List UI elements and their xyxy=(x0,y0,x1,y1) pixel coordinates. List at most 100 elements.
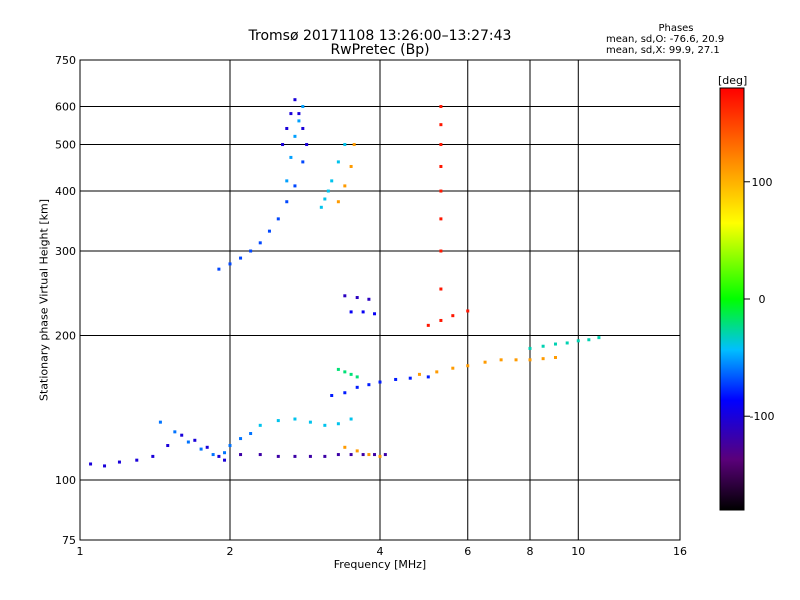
data-point xyxy=(355,385,359,389)
data-point xyxy=(285,200,289,204)
data-point xyxy=(336,200,340,204)
data-point xyxy=(308,420,312,424)
data-point xyxy=(417,372,421,376)
chart-subtitle: RwPretec (Bp) xyxy=(330,42,430,58)
data-point xyxy=(541,344,545,348)
data-point xyxy=(199,447,203,451)
data-point xyxy=(336,453,340,457)
data-point xyxy=(349,310,353,314)
data-point xyxy=(323,454,327,458)
y-tick-label: 600 xyxy=(55,101,76,114)
data-point xyxy=(293,134,297,138)
data-point xyxy=(305,143,309,147)
data-point xyxy=(439,164,443,168)
data-point xyxy=(103,464,107,468)
colorbar: [deg] 100 0 -100 xyxy=(718,74,774,511)
grid xyxy=(80,60,680,540)
data-point xyxy=(373,312,377,316)
y-ticks: 75 100 200 300 400 500 600 750 xyxy=(55,54,76,547)
x-tick-label: 10 xyxy=(571,545,585,558)
data-point xyxy=(439,249,443,253)
data-point xyxy=(211,453,215,457)
scatter-points xyxy=(89,98,601,468)
data-point xyxy=(173,430,177,434)
data-point xyxy=(217,267,221,271)
data-point xyxy=(276,217,280,221)
data-point xyxy=(166,444,170,448)
data-point xyxy=(228,444,232,448)
data-point xyxy=(435,370,439,374)
data-point xyxy=(336,160,340,164)
data-point xyxy=(135,458,139,462)
data-point xyxy=(285,126,289,130)
data-point xyxy=(239,437,243,441)
x-ticks: 1 2 4 6 8 10 16 xyxy=(77,545,688,558)
colorbar-gradient xyxy=(719,87,745,511)
data-point xyxy=(541,357,545,361)
data-point xyxy=(343,370,347,374)
data-point xyxy=(373,453,377,457)
data-point xyxy=(223,451,227,455)
data-point xyxy=(223,458,227,462)
data-point xyxy=(361,310,365,314)
data-point xyxy=(355,296,359,300)
data-point xyxy=(349,453,353,457)
data-point xyxy=(439,318,443,322)
data-point xyxy=(439,189,443,193)
data-point xyxy=(297,112,301,116)
data-point xyxy=(330,394,334,398)
data-point xyxy=(343,294,347,298)
data-point xyxy=(89,462,93,466)
y-tick-label: 500 xyxy=(55,139,76,152)
data-point xyxy=(343,184,347,188)
data-point xyxy=(565,341,569,345)
data-point xyxy=(186,440,190,444)
y-tick-label: 100 xyxy=(55,474,76,487)
phase-stats-x: mean, sd,X: 99.9, 27.1 xyxy=(606,45,720,56)
data-point xyxy=(466,364,470,368)
data-point xyxy=(466,309,470,313)
data-point xyxy=(343,391,347,395)
data-point xyxy=(301,126,305,130)
x-tick-label: 4 xyxy=(377,545,384,558)
data-point xyxy=(528,358,532,362)
x-tick-label: 6 xyxy=(464,545,471,558)
plot-frame xyxy=(79,59,681,541)
data-point xyxy=(343,445,347,449)
data-point xyxy=(249,432,253,436)
data-point xyxy=(323,423,327,427)
data-point xyxy=(336,422,340,426)
data-point xyxy=(367,453,371,457)
data-point xyxy=(180,433,184,437)
data-point xyxy=(249,249,253,253)
colorbar-tick-label: 0 xyxy=(759,293,766,306)
data-point xyxy=(378,454,382,458)
data-point xyxy=(336,367,340,371)
y-tick-label: 200 xyxy=(55,330,76,343)
data-point xyxy=(193,438,197,442)
data-point xyxy=(330,179,334,183)
data-point xyxy=(439,143,443,147)
x-tick-label: 1 xyxy=(77,545,84,558)
colorbar-ticks: 100 0 -100 xyxy=(744,176,774,423)
data-point xyxy=(426,323,430,327)
data-point xyxy=(367,297,371,301)
data-point xyxy=(228,262,232,266)
y-tick-label: 75 xyxy=(62,534,76,547)
x-tick-label: 16 xyxy=(673,545,687,558)
data-point xyxy=(117,460,121,464)
phase-stats-o: mean, sd,O: -76.6, 20.9 xyxy=(606,34,725,45)
data-point xyxy=(367,383,371,387)
data-point xyxy=(239,256,243,260)
data-point xyxy=(151,454,155,458)
data-point xyxy=(293,98,297,102)
data-point xyxy=(285,179,289,183)
data-point xyxy=(451,314,455,318)
data-point xyxy=(323,197,327,201)
data-point xyxy=(326,189,330,193)
colorbar-tick-label: -100 xyxy=(750,410,775,423)
data-point xyxy=(553,342,557,346)
data-point xyxy=(258,423,262,427)
data-point xyxy=(378,380,382,384)
